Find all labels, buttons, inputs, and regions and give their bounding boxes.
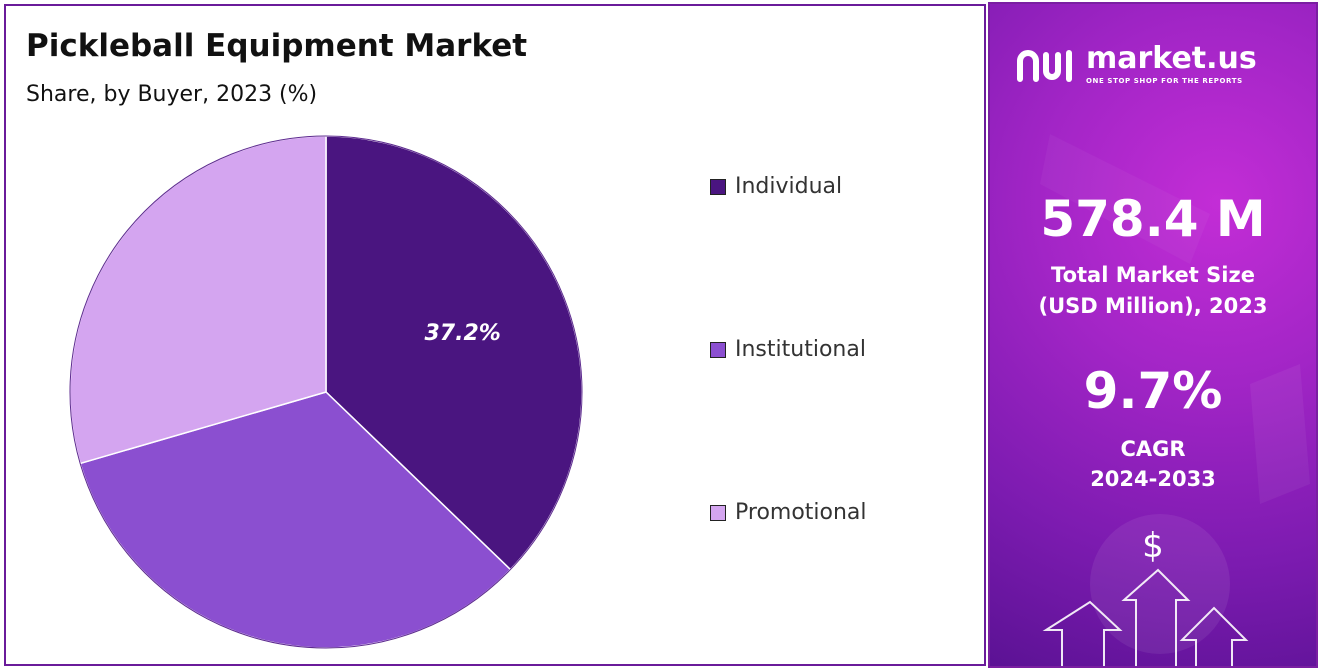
legend-label-institutional: Institutional [735, 337, 866, 362]
brand-logo: market.us ONE STOP SHOP FOR THE REPORTS [1014, 44, 1257, 85]
legend-label-individual: Individual [735, 174, 843, 199]
brand-name: market.us [1086, 41, 1257, 76]
growth-arrows-icon [1042, 568, 1249, 666]
market-size-caption-line2: (USD Million), 2023 [1038, 294, 1268, 318]
cagr-caption-line1: CAGR [1120, 437, 1186, 461]
brand-tagline: ONE STOP SHOP FOR THE REPORTS [1086, 77, 1243, 85]
market-size-caption-line1: Total Market Size [1051, 263, 1255, 287]
dollar-icon: $ [1142, 526, 1164, 566]
cagr-caption-line2: 2024-2033 [1090, 467, 1216, 491]
market-us-logo-icon [1017, 49, 1072, 82]
chart-title: Pickleball Equipment Market [26, 28, 528, 64]
legend-item-promotional: Promotional [710, 500, 867, 525]
legend-item-institutional: Institutional [710, 337, 866, 362]
cagr-value: 9.7% [1083, 362, 1223, 420]
pie-data-label-individual: 37.2% [424, 321, 500, 346]
chart-subtitle: Share, by Buyer, 2023 (%) [26, 82, 318, 107]
legend-swatch-promotional [710, 504, 726, 521]
summary-panel: market.us ONE STOP SHOP FOR THE REPORTS … [988, 2, 1318, 668]
background-decoration [1040, 134, 1310, 666]
chart-panel: Pickleball Equipment Market Share, by Bu… [4, 4, 986, 666]
pie-outline [69, 135, 583, 649]
market-size-value: 578.4 M [1040, 190, 1266, 248]
legend-swatch-institutional [710, 341, 726, 358]
legend-swatch-individual [710, 178, 726, 195]
pie-chart: 37.2% [69, 135, 583, 649]
legend-label-promotional: Promotional [735, 500, 867, 525]
legend-item-individual: Individual [710, 174, 842, 199]
